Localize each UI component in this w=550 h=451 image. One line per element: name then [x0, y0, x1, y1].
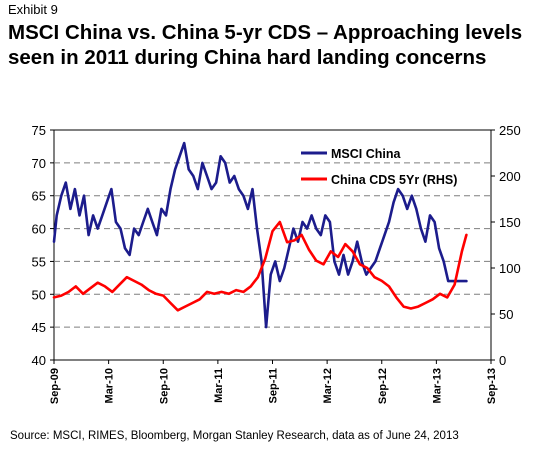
- y-right-tick-label: 50: [499, 307, 513, 322]
- y-left-tick-label: 50: [32, 287, 46, 302]
- legend-label: MSCI China: [331, 147, 401, 161]
- series-msci-line: [52, 141, 468, 329]
- exhibit-label: Exhibit 9: [8, 2, 58, 17]
- series-lines: [52, 141, 468, 329]
- x-tick-label: Mar-13: [431, 368, 443, 403]
- y-left-tick-label: 45: [32, 320, 46, 335]
- x-tick-label: Sep-10: [158, 368, 170, 404]
- legend-label: China CDS 5Yr (RHS): [331, 173, 457, 187]
- axis-ticks: 40 45 50 55 60 65 70 75 0 50 100 150 200 250 Sep-09 Mar…: [32, 123, 521, 404]
- x-tick-label: Sep-09: [49, 368, 61, 404]
- series-cds-line: [52, 220, 468, 312]
- y-left-tick-label: 70: [32, 156, 46, 171]
- x-tick-label: Sep-12: [377, 368, 389, 404]
- x-tick-label: Mar-10: [104, 368, 116, 403]
- y-right-tick-label: 150: [499, 215, 521, 230]
- y-right-tick-label: 0: [499, 353, 506, 368]
- legend: MSCI China China CDS 5Yr (RHS): [301, 147, 457, 187]
- x-tick-label: Sep-13: [486, 368, 498, 404]
- y-right-tick-label: 250: [499, 123, 521, 138]
- source-note: Source: MSCI, RIMES, Bloomberg, Morgan S…: [10, 430, 459, 442]
- x-tick-label: Mar-11: [213, 368, 225, 403]
- y-right-tick-label: 200: [499, 169, 521, 184]
- chart-title: MSCI China vs. China 5-yr CDS – Approach…: [8, 21, 523, 69]
- gridlines: [54, 162, 491, 328]
- y-left-tick-label: 65: [32, 189, 46, 204]
- x-tick-label: Sep-11: [268, 368, 280, 403]
- x-tick-label: Mar-12: [322, 368, 334, 403]
- y-left-tick-label: 60: [32, 222, 46, 237]
- y-left-tick-label: 55: [32, 254, 46, 269]
- y-left-tick-label: 40: [32, 353, 46, 368]
- y-right-tick-label: 100: [499, 261, 521, 276]
- y-left-tick-label: 75: [32, 123, 46, 138]
- plot-frame: [53, 129, 492, 361]
